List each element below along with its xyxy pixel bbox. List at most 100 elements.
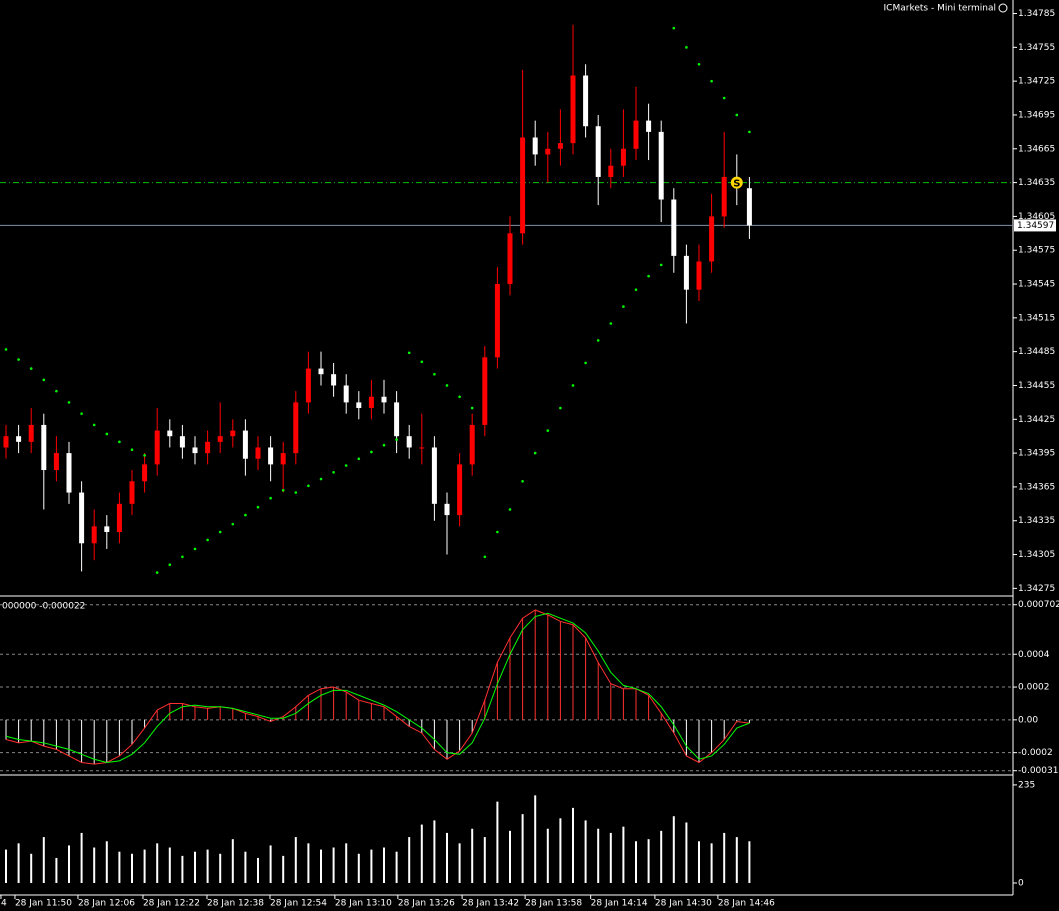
y-tick-label: 1.34785 — [1018, 9, 1055, 19]
y-tick-label: -0.0002 — [1018, 748, 1053, 758]
volume-bar — [723, 832, 726, 883]
macd-bar — [383, 706, 385, 720]
sar-dot — [496, 530, 499, 534]
macd-line — [5, 609, 750, 765]
macd-bar — [219, 706, 221, 720]
macd-bar — [698, 719, 700, 763]
macd-bar — [68, 719, 70, 756]
candle-body — [167, 430, 173, 437]
sar-dot — [29, 367, 33, 370]
y-tick-label: 1.34395 — [1018, 449, 1055, 459]
macd-bar — [156, 710, 158, 720]
macd-bar — [685, 719, 687, 756]
macd-bar — [118, 719, 120, 756]
macd-bar — [55, 719, 57, 750]
volume-bar — [660, 830, 663, 883]
volume-bar — [42, 837, 45, 883]
x-tick-label: 28 Jan 12:38 — [207, 899, 264, 909]
volume-bar — [647, 839, 650, 883]
candle-body — [3, 436, 9, 448]
candle-body — [633, 120, 639, 149]
macd-bar — [597, 662, 599, 720]
x-tick-label: 28 Jan 13:42 — [462, 899, 519, 909]
sar-dot — [634, 288, 638, 291]
candle-body — [268, 447, 274, 465]
volume-bar — [496, 801, 499, 883]
sar-dot — [218, 530, 222, 534]
signal-marker-label: S — [733, 179, 740, 190]
sar-dot — [407, 351, 411, 355]
sar-dot — [722, 96, 726, 100]
volume-bar — [735, 837, 738, 883]
signal-marker — [730, 176, 743, 189]
candle-body — [356, 402, 362, 409]
macd-bar — [421, 719, 423, 733]
volume-bar — [483, 837, 486, 883]
volume-bar — [80, 832, 83, 883]
volume-bar — [307, 843, 310, 883]
volume-bar — [710, 843, 713, 883]
x-tick-label: 4 — [1, 899, 7, 909]
volume-bar — [748, 841, 751, 883]
candle-body — [406, 436, 412, 448]
volume-bar — [345, 843, 348, 883]
sar-dot — [130, 448, 134, 452]
volume-bar — [168, 847, 171, 883]
sar-dot — [181, 555, 184, 559]
volume-bar — [446, 832, 448, 883]
macd-bar — [559, 621, 561, 720]
sar-dot — [281, 489, 285, 492]
macd-bar — [396, 716, 398, 720]
sar-dot — [596, 339, 600, 342]
y-tick-label: -0.00031 — [1018, 766, 1058, 776]
volume-bar — [597, 828, 600, 883]
candle-body — [545, 148, 551, 155]
sar-dot — [307, 484, 310, 488]
sar-dot — [105, 432, 109, 436]
volume-bar — [383, 847, 385, 883]
sar-dot — [521, 479, 524, 483]
macd-bar — [232, 708, 234, 720]
candle-body — [532, 137, 538, 155]
volume-bar — [320, 849, 322, 883]
volume-bar — [471, 828, 474, 883]
candle-body — [129, 481, 135, 504]
volume-bar — [672, 816, 675, 883]
volume-bar — [509, 830, 511, 883]
volume-bar — [17, 843, 20, 883]
volume-bar — [244, 851, 247, 883]
macd-bar — [93, 719, 95, 765]
y-tick-label: 1.34605 — [1018, 212, 1055, 222]
sar-dot — [256, 505, 260, 509]
volume-bar — [105, 841, 108, 883]
candle-body — [91, 526, 97, 544]
signal-line — [5, 612, 750, 764]
macd-bar — [585, 637, 587, 720]
y-tick-label: 1.34575 — [1018, 246, 1055, 256]
candle-body — [709, 216, 715, 262]
macd-bar — [307, 695, 309, 720]
candle-body — [142, 464, 148, 482]
sar-dot — [685, 46, 688, 49]
candle-body — [79, 492, 85, 544]
sar-dot — [269, 496, 272, 500]
candle-body — [469, 424, 475, 465]
candle-body — [205, 441, 211, 454]
x-tick-label: 28 Jan 13:58 — [525, 899, 582, 909]
y-tick-label: 0.0004 — [1018, 650, 1050, 660]
macd-bar — [496, 662, 498, 720]
candle-body — [305, 368, 311, 403]
macd-bar — [509, 637, 511, 720]
candle-body — [192, 447, 198, 454]
volume-bar — [5, 849, 7, 883]
macd-bar — [270, 719, 272, 722]
volume-bar — [584, 820, 587, 883]
sar-dot — [67, 401, 71, 404]
volume-bar — [231, 839, 234, 883]
y-tick-label: 0.000702 — [1018, 600, 1059, 610]
candle-body — [41, 424, 47, 471]
candle-body — [431, 447, 437, 504]
x-tick-label: 28 Jan 13:26 — [398, 899, 455, 909]
candle-body — [746, 188, 752, 226]
volume-bar — [194, 851, 196, 883]
